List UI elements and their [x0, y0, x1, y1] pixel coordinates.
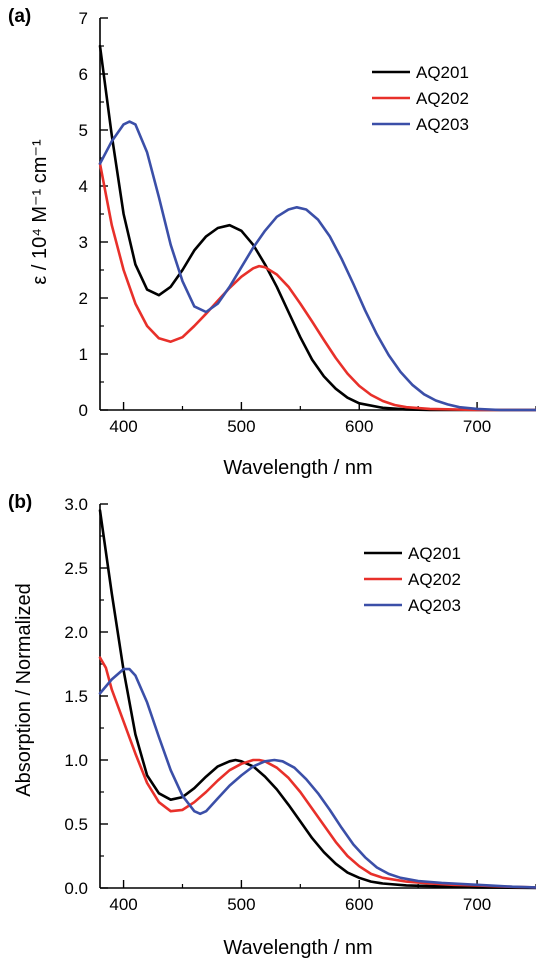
x-tick-label: 700: [463, 895, 491, 914]
x-tick-label: 700: [463, 417, 491, 436]
x-tick-label: 600: [345, 895, 373, 914]
series-line-aq202: [98, 162, 536, 412]
y-tick-label: 1: [79, 345, 88, 364]
x-tick-label: 500: [227, 895, 255, 914]
y-tick-label: 7: [79, 9, 88, 28]
legend-label: AQ201: [408, 544, 461, 563]
legend-label: AQ202: [408, 570, 461, 589]
legend-label: AQ203: [416, 115, 469, 134]
y-tick-label: 3: [79, 233, 88, 252]
series-line-aq202: [98, 656, 536, 889]
series-line-aq203: [98, 120, 536, 412]
y-tick-label: 0: [79, 401, 88, 420]
y-tick-label: 3.0: [64, 495, 88, 514]
y-axis-title-group: ε / 10⁴ M⁻¹ cm⁻¹: [29, 139, 51, 285]
y-tick-label: 0.5: [64, 815, 88, 834]
series-line-aq203: [98, 667, 536, 889]
y-tick-label: 5: [79, 121, 88, 140]
x-axis-title: Wavelength / nm: [223, 937, 372, 959]
panel-a: (a) ε / 10⁴ M⁻¹ cm⁻¹ Wavelength / nm 400…: [8, 6, 536, 479]
y-axis-title: ε / 10⁴ M⁻¹ cm⁻¹: [29, 139, 51, 285]
x-tick-label: 600: [345, 417, 373, 436]
y-tick-label: 6: [79, 65, 88, 84]
y-tick-label: 2: [79, 289, 88, 308]
legend-label: AQ201: [416, 63, 469, 82]
x-axis-title: Wavelength / nm: [223, 457, 372, 479]
y-tick-label: 0.0: [64, 879, 88, 898]
legend-label: AQ203: [408, 596, 461, 615]
y-tick-label: 2.5: [64, 559, 88, 578]
y-tick-label: 4: [79, 177, 88, 196]
x-tick-label: 400: [109, 417, 137, 436]
panel-label: (a): [8, 6, 31, 27]
x-tick-label: 400: [109, 895, 137, 914]
y-tick-label: 1.0: [64, 751, 88, 770]
legend-label: AQ202: [416, 89, 469, 108]
x-tick-label: 500: [227, 417, 255, 436]
series-line-aq201: [98, 44, 536, 412]
panel-label: (b): [8, 492, 32, 513]
series-line-aq201: [98, 509, 536, 890]
panel-b: (b) Absorption / Normalized Wavelength /…: [8, 492, 536, 959]
y-axis-title: Absorption / Normalized: [13, 583, 35, 796]
y-tick-label: 1.5: [64, 687, 88, 706]
y-tick-label: 2.0: [64, 623, 88, 642]
